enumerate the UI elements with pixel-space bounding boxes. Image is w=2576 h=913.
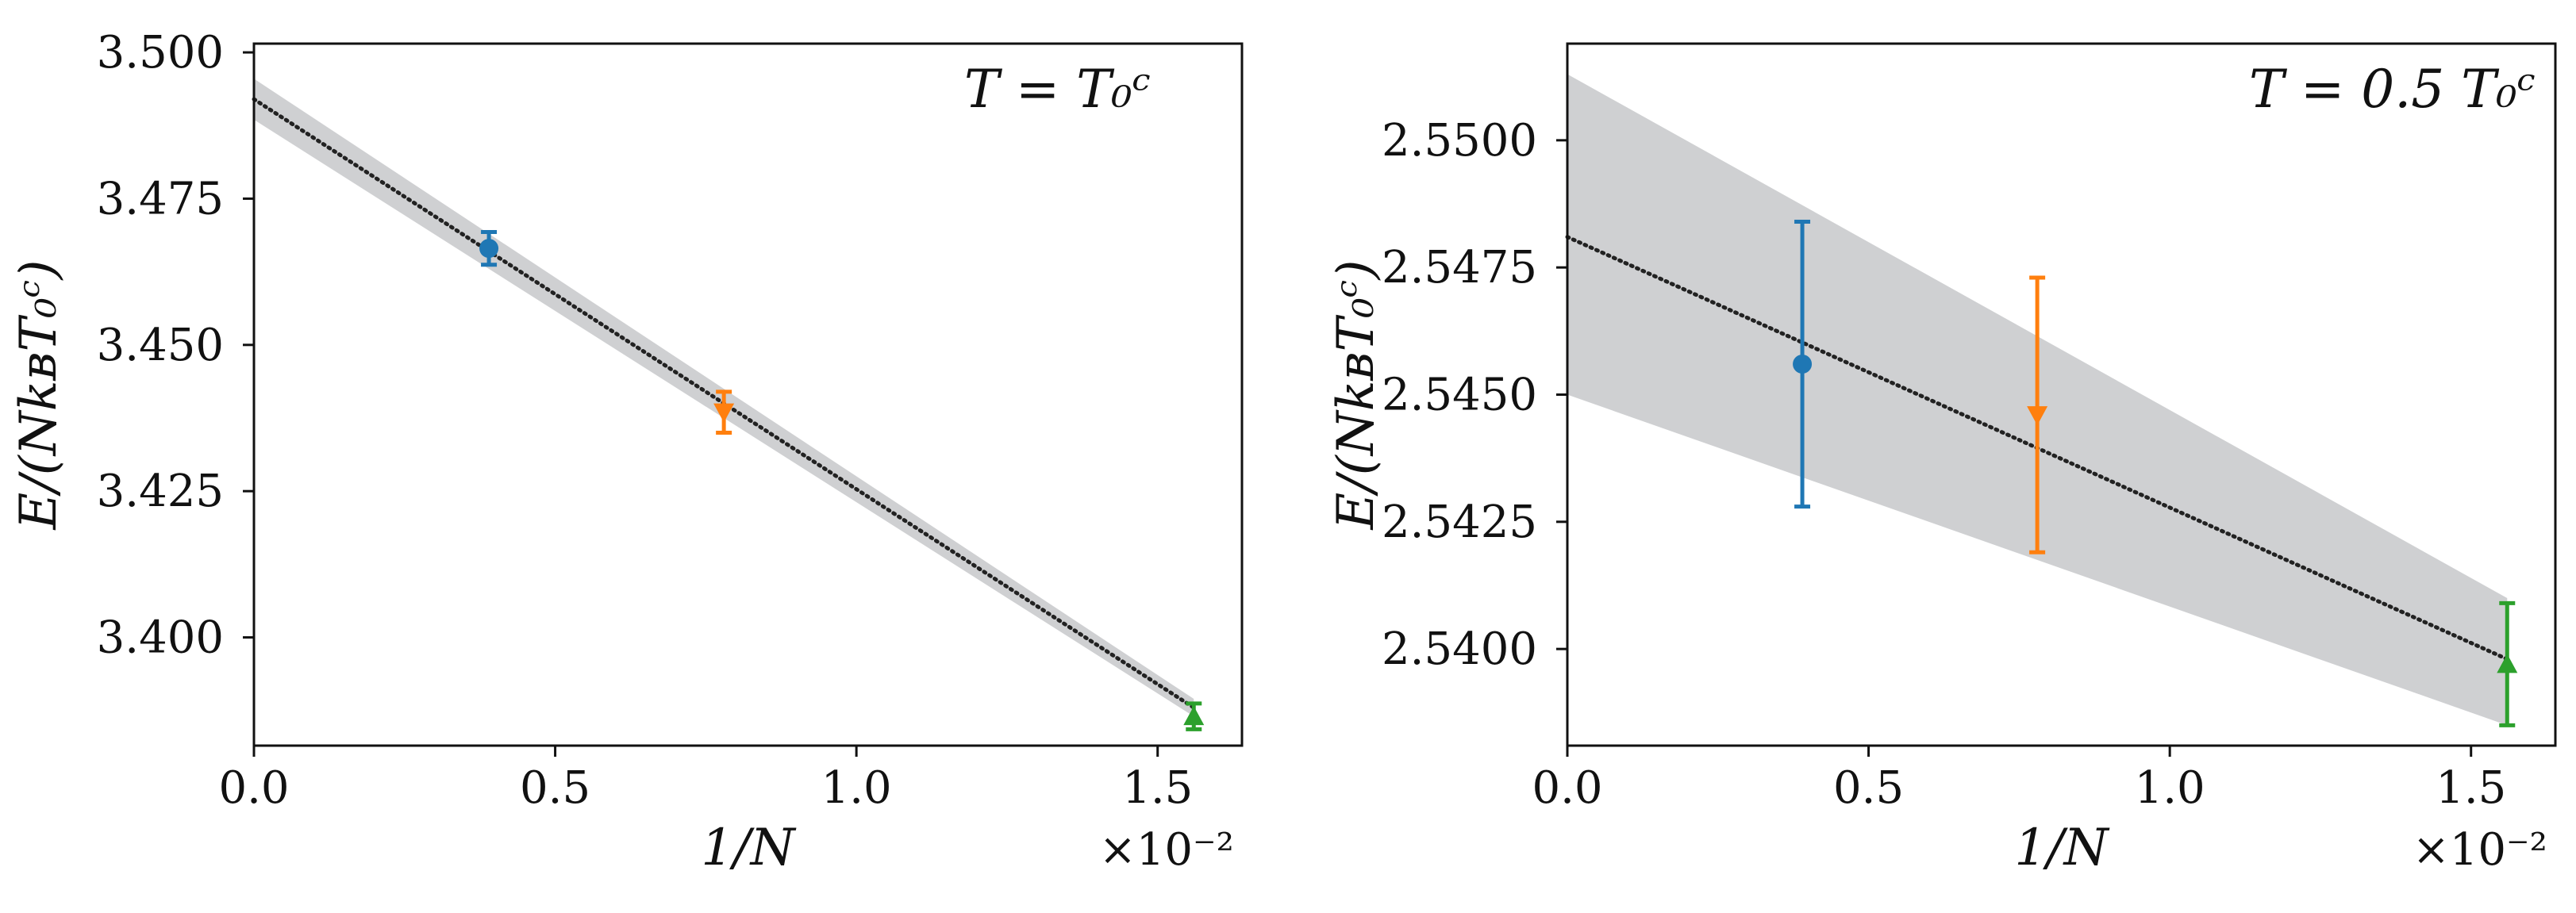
right-y-tick-label-0: 2.5400 — [1382, 623, 1537, 675]
right-x-tick-label-1: 0.5 — [1833, 762, 1904, 814]
left-x-tick-label-2: 1.0 — [821, 762, 892, 814]
left-x-tick-label-0: 0.0 — [218, 762, 289, 814]
left-y-tick-label-1: 3.425 — [97, 466, 224, 517]
right-temperature-annotation: T = 0.5 T₀ᶜ — [2249, 59, 2536, 120]
left-x-axis-label: 1/N — [701, 819, 796, 877]
right-y-axis-label: E/(NkʙT₀ᶜ) — [1327, 260, 1386, 531]
left-y-tick-label-3: 3.475 — [97, 173, 224, 224]
right-y-tick-label-4: 2.5500 — [1382, 115, 1537, 167]
left-y-tick-label-2: 3.450 — [97, 320, 224, 371]
left-data-point-1 — [713, 403, 735, 423]
right-data-point-0 — [1793, 355, 1813, 374]
left-x-tick-label-1: 0.5 — [520, 762, 590, 814]
right-y-tick-label-1: 2.5425 — [1382, 497, 1537, 548]
right-chart-panel: 0.0 0.5 1.0 1.5 2.5400 2.5425 2.5450 2.5475 2.55… — [1327, 42, 2557, 877]
left-temperature-annotation: T = T₀ᶜ — [964, 59, 1151, 120]
left-x-tick-label-3: 1.5 — [1122, 762, 1193, 814]
right-y-tick-label-2: 2.5450 — [1382, 370, 1537, 421]
left-chart-panel: 0.0 0.5 1.0 1.5 3.400 3.425 3.450 3.475 3.500 1/N… — [10, 27, 1244, 877]
right-x-tick-label-0: 0.0 — [1532, 762, 1602, 814]
left-y-tick-label-0: 3.400 — [97, 612, 224, 664]
right-x-tick-label-2: 1.0 — [2135, 762, 2205, 814]
right-data-point-2 — [2497, 654, 2518, 673]
right-x-tick-label-3: 1.5 — [2436, 762, 2506, 814]
right-y-tick-label-3: 2.5475 — [1382, 242, 1537, 293]
left-data-point-0 — [479, 239, 499, 259]
left-data-point-2 — [1183, 706, 1205, 726]
right-data-point-1 — [2027, 406, 2048, 426]
left-axes-frame — [252, 42, 1244, 747]
left-y-axis-label: E/(NkʙT₀ᶜ) — [10, 260, 68, 531]
right-x-offset-label: ×10⁻² — [2413, 824, 2547, 876]
right-x-axis-label: 1/N — [2014, 819, 2109, 877]
left-x-offset-label: ×10⁻² — [1099, 824, 1234, 876]
left-y-tick-label-4: 3.500 — [97, 27, 224, 79]
